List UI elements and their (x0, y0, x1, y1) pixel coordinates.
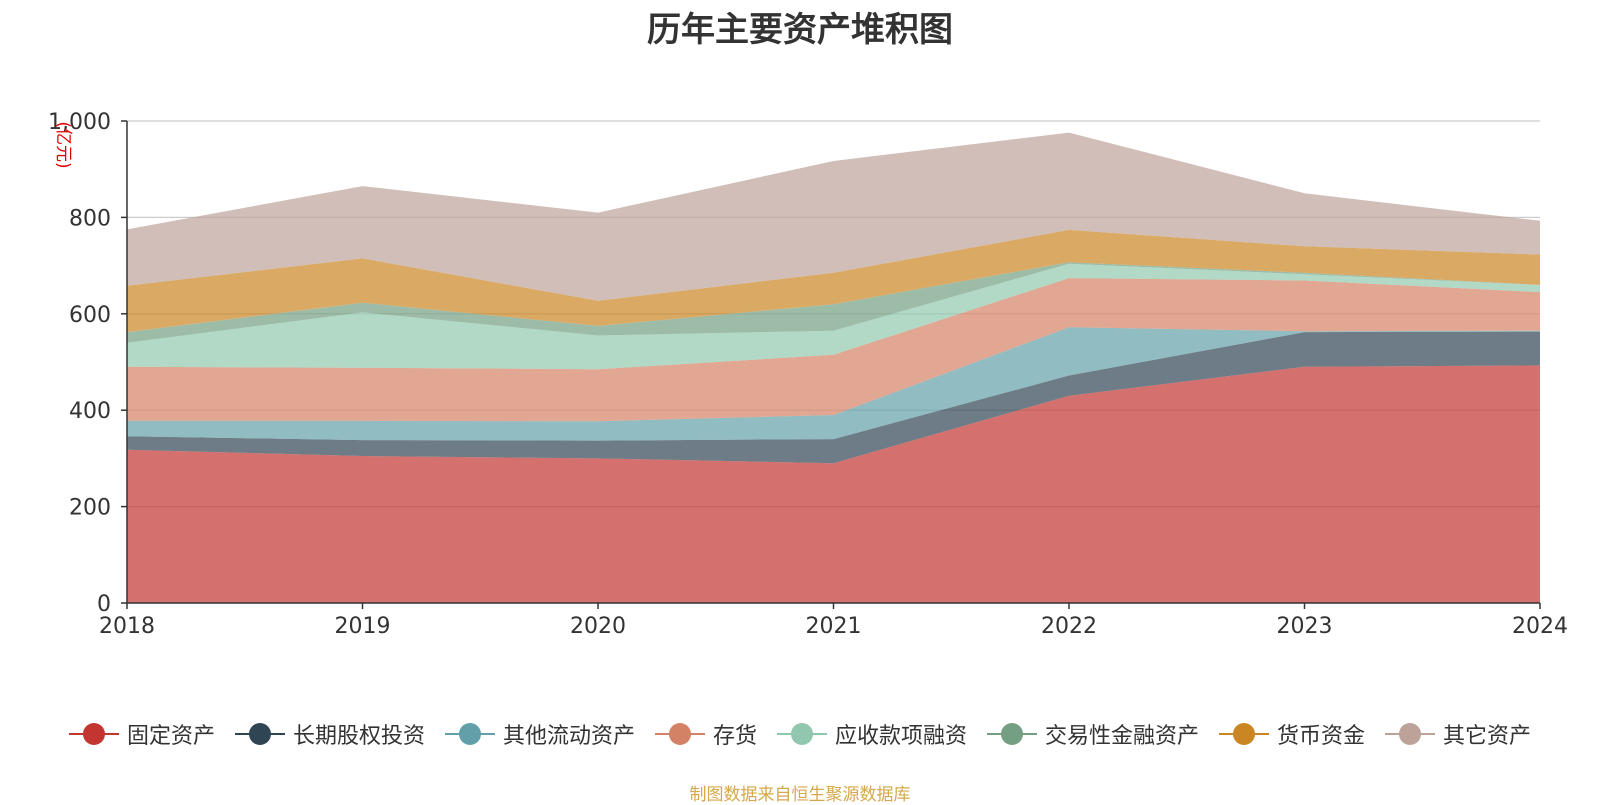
x-tick-label: 2022 (1041, 614, 1097, 639)
legend-marker-icon (654, 723, 705, 745)
area-series-5 (127, 262, 1540, 343)
area-series-0 (127, 365, 1540, 603)
legend-item-5[interactable]: 交易性金融资产 (987, 718, 1199, 750)
area-series-3 (127, 278, 1540, 422)
y-tick-label: 400 (69, 399, 111, 424)
legend-marker-icon (68, 723, 119, 745)
y-tick-label: 1,000 (48, 110, 111, 135)
chart-title: 历年主要资产堆积图 (647, 10, 953, 50)
area-series-4 (127, 263, 1540, 370)
legend-label: 应收款项融资 (835, 724, 968, 749)
legend-item-0[interactable]: 固定资产 (68, 718, 215, 750)
area-series-1 (127, 331, 1540, 464)
legend-label: 固定资产 (126, 724, 215, 749)
legend-marker-icon (1219, 723, 1270, 745)
area-series-6 (127, 229, 1540, 333)
legend-item-2[interactable]: 其他流动资产 (444, 718, 635, 750)
legend-marker-icon (777, 723, 827, 745)
legend: 固定资产 长期股权投资 其他流动资产 存货 应收款项融资 交易性金融资产 货币资金 其它资产 (0, 718, 1600, 750)
x-tick-label: 2023 (1277, 614, 1333, 639)
legend-marker-icon (234, 723, 285, 745)
x-tick-label: 2019 (335, 614, 391, 639)
legend-marker-icon (444, 723, 495, 745)
legend-item-3[interactable]: 存货 (654, 718, 757, 750)
y-unit-label: (亿元) (53, 121, 73, 168)
legend-item-4[interactable]: 应收款项融资 (777, 718, 967, 750)
x-tick-label: 2020 (570, 614, 626, 639)
legend-item-1[interactable]: 长期股权投资 (234, 718, 425, 750)
legend-label: 交易性金融资产 (1045, 724, 1200, 749)
legend-marker-icon (987, 723, 1038, 745)
area-series-2 (127, 327, 1540, 441)
legend-label: 存货 (712, 724, 757, 749)
y-tick-label: 0 (97, 592, 111, 617)
legend-marker-icon (1385, 723, 1436, 745)
y-tick-label: 600 (69, 303, 111, 328)
legend-item-7[interactable]: 其它资产 (1385, 718, 1531, 750)
legend-label: 其它资产 (1443, 724, 1532, 749)
legend-label: 货币资金 (1277, 724, 1366, 749)
area-series-7 (127, 132, 1540, 301)
stacked-areas (127, 132, 1540, 603)
y-tick-label: 200 (69, 496, 111, 521)
x-tick-label: 2021 (806, 614, 862, 639)
legend-label: 长期股权投资 (292, 724, 425, 749)
data-source-note: 制图数据来自恒生聚源数据库 (689, 785, 911, 805)
legend-item-6[interactable]: 货币资金 (1219, 718, 1365, 750)
x-tick-label: 2018 (99, 614, 155, 639)
x-tick-label: 2024 (1512, 614, 1568, 639)
y-tick-label: 800 (69, 206, 111, 231)
axes: 0 200 400 600 800 1,000 2018 2019 2020 2021 2022 20… (48, 110, 1568, 639)
legend-label: 其他流动资产 (502, 724, 635, 749)
